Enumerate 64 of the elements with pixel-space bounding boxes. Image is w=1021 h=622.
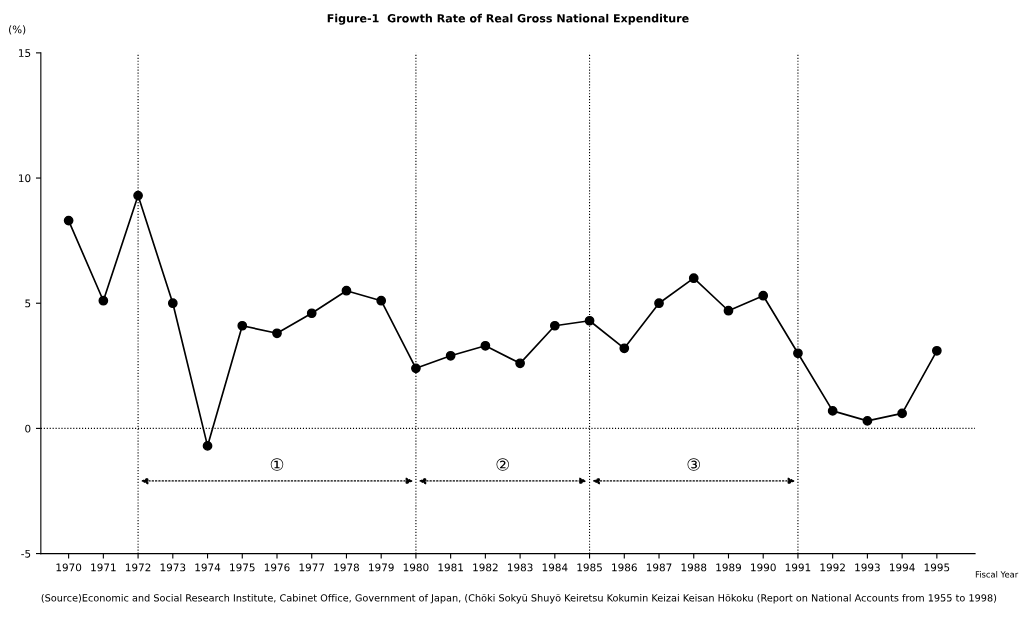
- point: [862, 416, 873, 426]
- point: [306, 308, 317, 319]
- x-tick-label: 1994: [890, 563, 915, 572]
- point: [723, 305, 734, 316]
- x-tick-label: 1979: [369, 563, 394, 572]
- x-tick-label: 1987: [646, 563, 672, 572]
- point: [341, 285, 352, 296]
- x-tick-label: 1982: [473, 563, 498, 572]
- y-tick-label: 15: [19, 49, 31, 57]
- x-tick-label: 1992: [820, 563, 845, 572]
- point: [376, 295, 387, 306]
- point: [897, 408, 907, 419]
- text: (Source)Economic and Social Research Institute, Cabinet Office, Government of Japan, (Chōki Sokyū Shuyō Keiretsu Kokumin Keizai Keisan Hōkoku (Report on National Accounts from 1955 to 1998): [41, 594, 997, 604]
- point: [411, 363, 421, 374]
- y-tick-label: -5: [21, 549, 31, 558]
- point: [98, 295, 109, 306]
- x-tick-label: 1973: [160, 563, 186, 572]
- x-tick-label: 1974: [195, 563, 221, 572]
- x-tick-label: 1995: [924, 563, 950, 572]
- x-tick-label: 1986: [612, 563, 637, 572]
- point: [202, 441, 213, 451]
- point: [827, 406, 838, 416]
- x-tick-label: 1983: [507, 563, 533, 572]
- y-tick-label: 0: [25, 424, 31, 433]
- point: [272, 328, 282, 339]
- point: [758, 290, 769, 301]
- chart-title: Figure-1 Growth Rate of Real Gross National Expenditure: [327, 13, 689, 25]
- x-tick-label: 1981: [438, 563, 463, 572]
- point: [63, 215, 74, 226]
- x-tick-label: 1975: [230, 563, 255, 572]
- point: [237, 320, 248, 331]
- point: [688, 273, 699, 284]
- point: [480, 340, 491, 351]
- point: [515, 358, 525, 369]
- x-tick-label: 1978: [334, 563, 359, 572]
- x-tick-label: 1976: [264, 563, 290, 572]
- x-tick-label: 1970: [56, 563, 82, 572]
- annotation: ③: [687, 458, 700, 471]
- x-tick-label: 1980: [403, 563, 429, 572]
- y-tick-label: 10: [19, 174, 31, 183]
- annotation: ②: [496, 458, 509, 471]
- y-tick-label: 5: [25, 299, 31, 308]
- x-tick-label: 1972: [125, 563, 151, 572]
- x-tick-label: 1971: [91, 563, 116, 572]
- y-axis-title: (%): [9, 25, 26, 35]
- x-tick-label: 1989: [716, 563, 741, 572]
- point: [584, 315, 595, 326]
- x-tick-label: 1991: [785, 563, 811, 572]
- point: [549, 320, 560, 331]
- x-tick-label: 1985: [577, 563, 602, 572]
- point: [167, 298, 178, 309]
- x-tick-label: 1977: [299, 563, 325, 572]
- x-tick-label: 1984: [542, 563, 568, 572]
- point: [793, 348, 803, 359]
- point: [931, 345, 942, 356]
- point: [445, 350, 456, 361]
- annotation: ①: [270, 458, 284, 471]
- point: [619, 343, 630, 354]
- point: [133, 190, 143, 201]
- x-tick-label: 1990: [751, 563, 776, 572]
- x-tick-label: 1988: [681, 563, 707, 572]
- point: [654, 298, 664, 309]
- x-axis-title: Fiscal Year: [975, 571, 1019, 578]
- x-tick-label: 1993: [855, 563, 880, 572]
